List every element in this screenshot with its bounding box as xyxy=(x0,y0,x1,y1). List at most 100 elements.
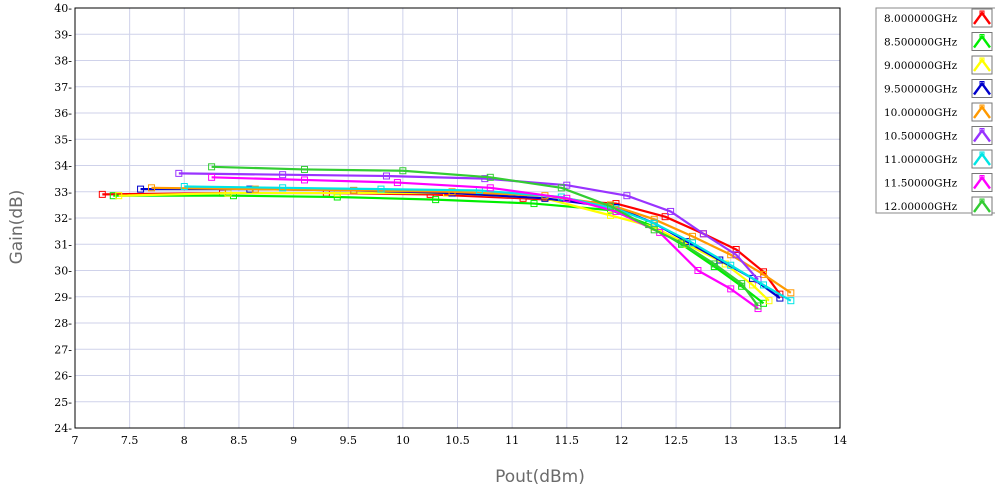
legend-label: 9.000000GHz xyxy=(884,60,958,72)
data-point xyxy=(749,281,757,289)
series-8 xyxy=(208,163,762,310)
data-point xyxy=(738,280,746,288)
series-line xyxy=(178,172,759,281)
legend-swatch-line xyxy=(973,151,991,166)
data-point xyxy=(301,165,308,173)
data-point xyxy=(727,285,735,293)
data-point xyxy=(732,251,740,259)
legend-swatch-marker xyxy=(979,175,985,180)
legend-swatch-line xyxy=(973,57,991,72)
data-point xyxy=(760,281,767,289)
x-axis-ticks: 7 7.5 8 8.5 9 9.5 10 10.5 11 11.5 12 12.5 13 13.5 14 xyxy=(72,434,848,447)
data-point xyxy=(607,202,614,210)
legend-label: 10.00000GHz xyxy=(884,107,958,119)
data-point xyxy=(530,200,538,208)
y-tick-label: 27- xyxy=(54,343,72,356)
legend-swatch xyxy=(971,173,993,192)
legend-swatch xyxy=(971,8,993,28)
legend-swatch xyxy=(971,102,993,122)
x-tick-label: 12.5 xyxy=(664,434,689,447)
y-tick-label: 35- xyxy=(54,133,72,146)
legend-swatch-line xyxy=(973,81,991,96)
y-tick-label: 37- xyxy=(54,81,72,94)
legend-swatch xyxy=(971,149,993,169)
y-tick-label: 39- xyxy=(54,28,72,41)
legend-swatch-line xyxy=(973,198,991,213)
data-point xyxy=(732,246,740,253)
legend-swatch-marker xyxy=(979,198,985,204)
x-axis-title: Pout(dBm) xyxy=(495,467,585,487)
y-tick-label: 31- xyxy=(54,238,72,251)
data-point xyxy=(279,184,287,192)
data-point xyxy=(175,169,183,177)
data-point xyxy=(98,190,106,198)
y-tick-label: 36- xyxy=(54,107,72,120)
data-point xyxy=(557,184,565,192)
data-point xyxy=(650,219,658,227)
y-tick-label: 29- xyxy=(54,291,72,304)
y-tick-label: 28- xyxy=(54,317,72,330)
data-point xyxy=(481,175,489,183)
x-tick-label: 7.5 xyxy=(121,434,139,447)
legend-swatch xyxy=(971,79,993,98)
x-tick-label: 11.5 xyxy=(555,434,580,447)
y-tick-label: 34- xyxy=(54,160,72,173)
data-point xyxy=(688,232,696,240)
data-point xyxy=(115,192,123,200)
legend-swatch xyxy=(971,126,993,145)
x-tick-label: 12 xyxy=(614,434,628,447)
legend: 8.000000GHz 8.500000GHz 9.000000GHz 9.50000… xyxy=(875,7,995,216)
series-5 xyxy=(175,169,762,284)
x-tick-label: 13.5 xyxy=(773,434,798,447)
x-tick-label: 14 xyxy=(833,434,847,447)
data-point xyxy=(448,188,456,196)
data-point xyxy=(399,167,407,175)
data-point xyxy=(678,239,686,247)
data-point xyxy=(667,207,675,215)
legend-swatch-marker xyxy=(979,10,985,16)
x-tick-label: 9 xyxy=(290,434,297,447)
y-axis-title: Gain(dB) xyxy=(7,190,27,265)
x-tick-label: 7 xyxy=(72,434,79,447)
legend-label: 11.50000GHz xyxy=(884,178,958,190)
legend-label: 11.00000GHz xyxy=(884,154,958,166)
data-point xyxy=(754,302,762,310)
data-point xyxy=(109,192,117,200)
legend-swatch-marker xyxy=(979,104,985,110)
data-point xyxy=(393,179,401,187)
data-point xyxy=(377,185,385,193)
data-point xyxy=(137,185,145,193)
x-tick-label: 8.5 xyxy=(230,434,248,447)
y-tick-label: 30- xyxy=(54,265,72,278)
data-point xyxy=(382,172,390,180)
legend-label: 8.000000GHz xyxy=(884,13,958,25)
legend-label: 8.500000GHz xyxy=(884,37,958,49)
data-point xyxy=(486,173,494,181)
data-point xyxy=(787,289,795,297)
legend-swatch xyxy=(971,196,993,216)
x-tick-label: 9.5 xyxy=(339,434,357,447)
x-tick-label: 13 xyxy=(724,434,738,447)
y-tick-label: 40- xyxy=(54,2,72,15)
data-point xyxy=(760,270,767,278)
y-tick-label: 24- xyxy=(54,422,72,435)
y-tick-label: 38- xyxy=(54,55,72,68)
data-point xyxy=(350,186,358,194)
data-point xyxy=(432,196,440,204)
legend-swatch-marker xyxy=(979,81,985,86)
x-tick-label: 11 xyxy=(505,434,519,447)
data-point xyxy=(180,183,188,190)
legend-label: 9.500000GHz xyxy=(884,84,958,96)
legend-swatch-marker xyxy=(979,151,985,157)
legend-swatch-marker xyxy=(979,34,985,39)
data-point xyxy=(787,297,795,305)
series-line xyxy=(211,176,759,310)
legend-swatch-marker xyxy=(979,128,985,133)
legend-swatch-line xyxy=(973,128,991,143)
legend-swatch xyxy=(971,32,993,51)
legend-swatch-marker xyxy=(979,57,985,63)
legend-swatch-line xyxy=(973,175,991,190)
data-point xyxy=(251,185,259,193)
plot-frame xyxy=(74,7,841,429)
y-tick-label: 26- xyxy=(54,370,72,383)
